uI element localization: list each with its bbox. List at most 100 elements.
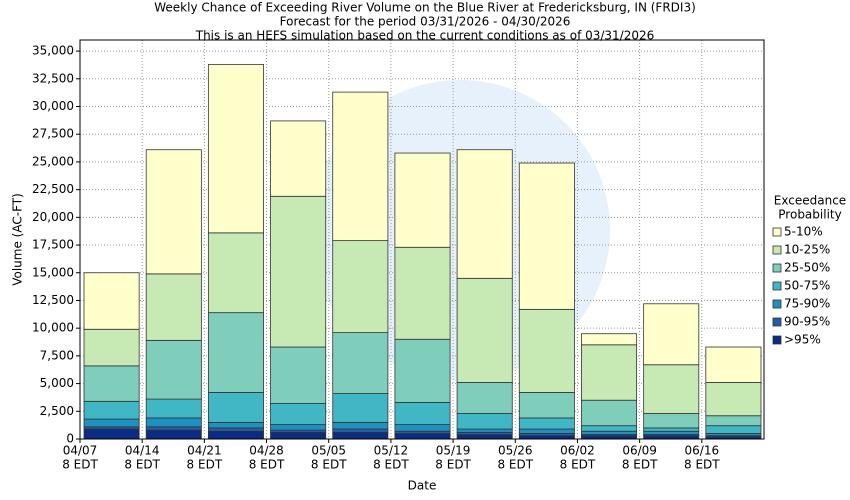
bar-segment [83,365,140,402]
x-tick-label: 8 EDT [560,458,596,472]
bar-segment [332,428,389,433]
bar-segment [270,403,327,425]
y-tick-label: 2,500 [40,404,74,418]
x-tick-label: 8 EDT [187,458,223,472]
bar-segment [394,433,451,440]
bar-segment [270,431,327,440]
bar-segment [83,418,140,428]
y-tick-label: 25,000 [32,154,74,168]
y-tick-label: 27,500 [32,127,74,141]
y-tick-label: 17,500 [32,238,74,252]
x-tick-label: 8 EDT [622,458,658,472]
x-tick-label: 8 EDT [62,458,98,472]
bar-segment [332,332,389,394]
bar-segment [207,63,264,234]
bar-segment [145,273,202,341]
bar-segment [581,425,638,432]
bar-segment [518,392,575,419]
bar-segment [145,426,202,431]
bar-segment [643,430,700,435]
plot-frame [79,39,765,440]
legend-label: 25-50% [784,261,830,275]
y-tick-label: 5,000 [40,376,74,390]
bar-segment [705,415,762,427]
bar-segment [581,399,638,427]
y-tick-label: 0 [66,432,74,446]
bar-segment [518,162,575,310]
bar-segment [83,428,140,440]
x-tick-label: 05/19 [436,444,471,458]
bar-segment [83,272,140,330]
legend-title: Exceedance [774,194,846,208]
bar-segment [207,232,264,314]
bar-segment [145,429,202,440]
bar-segment [270,195,327,348]
x-tick-label: 04/14 [125,444,160,458]
bar-segment [456,434,513,440]
bar-segment [456,277,513,383]
x-tick-label: 04/07 [63,444,98,458]
bar-segment [332,91,389,242]
chart-title: Weekly Chance of Exceeding River Volume … [154,1,696,15]
bar-segment [456,382,513,414]
bar-segment [394,402,451,425]
bar-segment [394,246,451,340]
bar-segment [643,303,700,366]
legend-swatch [772,227,782,237]
legend-swatch [772,335,782,345]
x-tick-label: 06/09 [622,444,657,458]
legend-label: 10-25% [784,243,830,257]
x-tick-label: 8 EDT [124,458,160,472]
legend-label: >95% [784,333,821,347]
x-tick-label: 8 EDT [684,458,720,472]
bar-segment [270,346,327,404]
y-tick-label: 35,000 [32,44,74,58]
legend-label: 90-95% [784,315,830,329]
bar-segment [332,240,389,334]
x-tick-label: 8 EDT [497,458,533,472]
x-tick-label: 8 EDT [311,458,347,472]
x-tick-label: 04/28 [249,444,284,458]
y-tick-label: 7,500 [40,348,74,362]
bar-segment [581,430,638,435]
y-tick-label: 10,000 [32,321,74,335]
y-tick-label: 12,500 [32,293,74,307]
x-tick-label: 8 EDT [435,458,471,472]
bar-segment [270,424,327,431]
bar-segment [145,398,202,419]
bar-segment [518,428,575,434]
legend-label: 75-90% [784,297,830,311]
bar-segment [207,430,264,440]
bar-segment [643,413,700,429]
bar-segment [270,120,327,197]
bar-segment [581,333,638,346]
bar-segment [456,413,513,430]
x-tick-label: 05/05 [311,444,346,458]
bar-segment [705,425,762,434]
x-tick-label: 04/21 [187,444,222,458]
bar-segment [145,417,202,428]
bar-segment [705,382,762,417]
y-tick-label: 32,500 [32,71,74,85]
legend-swatch [772,281,782,291]
x-tick-label: 8 EDT [373,458,409,472]
bar-segment [394,424,451,432]
x-tick-label: 8 EDT [249,458,285,472]
x-tick-label: 06/02 [560,444,595,458]
bar-segment [332,421,389,430]
legend-label: 50-75% [784,279,830,293]
bar-segment [705,346,762,383]
bar-segment [207,312,264,393]
bar-segment [456,149,513,279]
y-tick-label: 22,500 [32,182,74,196]
x-tick-label: 06/16 [685,444,720,458]
bar-segment [518,308,575,393]
bar-segment [145,149,202,275]
bar-segment [83,328,140,367]
bar-segment [207,427,264,432]
chart-title: This is an HEFS simulation based on the … [195,29,655,43]
bar-segment [332,431,389,440]
x-tick-label: 05/12 [374,444,409,458]
bar-segment [145,339,202,400]
